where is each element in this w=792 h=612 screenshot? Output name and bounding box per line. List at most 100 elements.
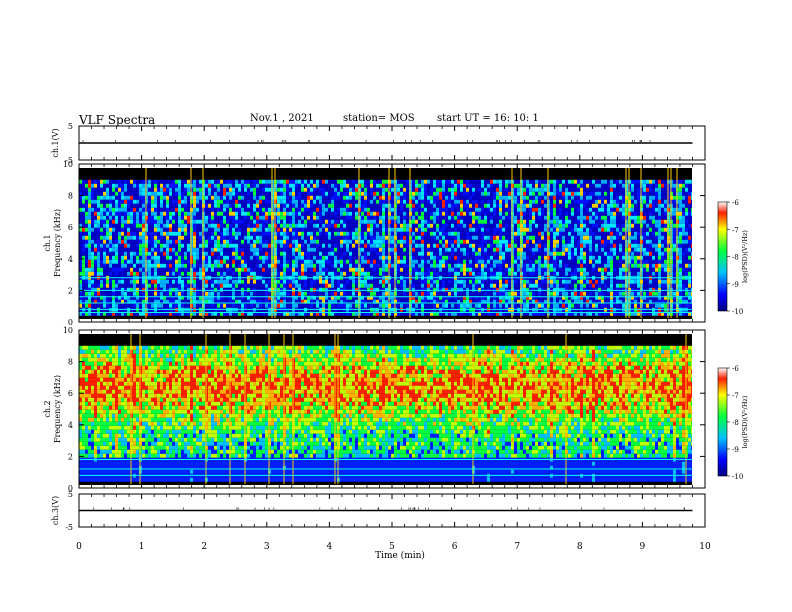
spectrogram-cell bbox=[169, 203, 172, 208]
spectrogram-cell bbox=[514, 231, 517, 236]
spectrogram-cell bbox=[160, 311, 163, 316]
spectrogram-cell bbox=[415, 223, 418, 228]
spectrogram-cell bbox=[499, 291, 502, 296]
spectrogram-cell bbox=[250, 247, 253, 252]
spectrogram-cell bbox=[178, 283, 181, 288]
spectrogram-cell bbox=[370, 187, 373, 192]
spectrogram-cell bbox=[343, 223, 346, 228]
spectrogram-cell bbox=[118, 291, 121, 296]
spectrogram-cell bbox=[142, 259, 145, 264]
spectrogram-cell bbox=[124, 255, 127, 260]
spectrogram-cell bbox=[466, 191, 469, 196]
spectrogram-cell bbox=[295, 243, 298, 248]
spectrogram-cell bbox=[445, 267, 448, 272]
spectrogram-cell bbox=[304, 255, 307, 260]
spectrogram-cell bbox=[385, 299, 388, 304]
spectrogram-cell bbox=[232, 207, 235, 212]
spectrogram-cell bbox=[367, 239, 370, 244]
spectrogram-cell bbox=[346, 251, 349, 256]
spectrogram-cell bbox=[100, 187, 103, 192]
spectrogram-cell bbox=[244, 199, 247, 204]
spectrogram-cell bbox=[349, 179, 352, 184]
spectrogram-cell bbox=[169, 255, 172, 260]
spectrogram-cell bbox=[265, 227, 268, 232]
spectrogram-cell bbox=[406, 251, 409, 256]
spectrogram-cell bbox=[466, 211, 469, 216]
spectrogram-cell bbox=[88, 219, 91, 224]
spectrogram-cell bbox=[292, 243, 295, 248]
spectrogram-cell bbox=[337, 219, 340, 224]
spectrogram-cell bbox=[199, 283, 202, 288]
spectrogram-cell bbox=[412, 195, 415, 200]
spectrogram-cell bbox=[451, 211, 454, 216]
spectrogram-cell bbox=[334, 283, 337, 288]
spectrogram-cell bbox=[196, 283, 199, 288]
spectrogram-cell bbox=[334, 279, 337, 284]
spectrogram-cell bbox=[301, 259, 304, 264]
spectrogram-cell bbox=[331, 219, 334, 224]
spectrogram-cell bbox=[316, 231, 319, 236]
spectrogram-cell bbox=[127, 259, 130, 264]
spectrogram-cell bbox=[397, 227, 400, 232]
spectrogram-cell bbox=[187, 211, 190, 216]
spectrogram-cell bbox=[106, 179, 109, 184]
spectrogram-cell bbox=[151, 283, 154, 288]
spectrogram-cell bbox=[199, 259, 202, 264]
spectrogram-cell bbox=[283, 263, 286, 268]
spectrogram-cell bbox=[322, 203, 325, 208]
spectrogram-cell bbox=[238, 287, 241, 292]
spectrogram-cell bbox=[151, 243, 154, 248]
spectrogram-cell bbox=[175, 239, 178, 244]
spectrogram-cell bbox=[235, 291, 238, 296]
spectrogram-cell bbox=[487, 291, 490, 296]
spectrogram-cell bbox=[241, 199, 244, 204]
spectrogram-cell bbox=[208, 239, 211, 244]
spectrogram-cell bbox=[448, 299, 451, 304]
spectrogram-cell bbox=[121, 215, 124, 220]
spectrogram-cell bbox=[100, 227, 103, 232]
spectrogram-cell bbox=[193, 243, 196, 248]
spectrogram-cell bbox=[280, 215, 283, 220]
spectrogram-cell bbox=[256, 279, 259, 284]
spectrogram-cell bbox=[235, 191, 238, 196]
spectrogram-cell bbox=[109, 287, 112, 292]
spectrogram-cell bbox=[322, 299, 325, 304]
spectrogram-cell bbox=[430, 235, 433, 240]
spectrogram-cell bbox=[361, 219, 364, 224]
spectrogram-cell bbox=[346, 231, 349, 236]
spectrogram-cell bbox=[223, 267, 226, 272]
spectrogram-cell bbox=[460, 187, 463, 192]
spectrogram-cell bbox=[397, 287, 400, 292]
spectrogram-cell bbox=[463, 191, 466, 196]
spectrogram-cell bbox=[268, 235, 271, 240]
spectrogram-cell bbox=[442, 271, 445, 276]
spectrogram-cell bbox=[205, 215, 208, 220]
spectrogram-cell bbox=[169, 191, 172, 196]
spectrogram-cell bbox=[211, 267, 214, 272]
spectrogram-cell bbox=[286, 299, 289, 304]
spectrogram-cell bbox=[397, 291, 400, 296]
spectrogram-cell bbox=[292, 259, 295, 264]
spectrogram-cell bbox=[331, 223, 334, 228]
spectrogram-cell bbox=[298, 179, 301, 184]
spectrogram-cell bbox=[211, 271, 214, 276]
spectrogram-cell bbox=[94, 251, 97, 256]
spectrogram-cell bbox=[175, 271, 178, 276]
spectrogram-cell bbox=[325, 183, 328, 188]
spectrogram-cell bbox=[487, 243, 490, 248]
spectrogram-cell bbox=[250, 191, 253, 196]
spectrogram-cell bbox=[97, 299, 100, 304]
spectrogram-cell bbox=[421, 215, 424, 220]
spectrogram-cell bbox=[220, 255, 223, 260]
spectrogram-cell bbox=[439, 263, 442, 268]
spectrogram-cell bbox=[220, 215, 223, 220]
spectrogram-cell bbox=[295, 191, 298, 196]
spectrogram-cell bbox=[133, 219, 136, 224]
spectrogram-cell bbox=[283, 179, 286, 184]
spectrogram-cell bbox=[97, 259, 100, 264]
spectrogram-cell bbox=[277, 283, 280, 288]
spectrogram-cell bbox=[217, 243, 220, 248]
spectrogram-cell bbox=[85, 267, 88, 272]
spectrogram-cell bbox=[475, 291, 478, 296]
spectrogram-cell bbox=[373, 255, 376, 260]
